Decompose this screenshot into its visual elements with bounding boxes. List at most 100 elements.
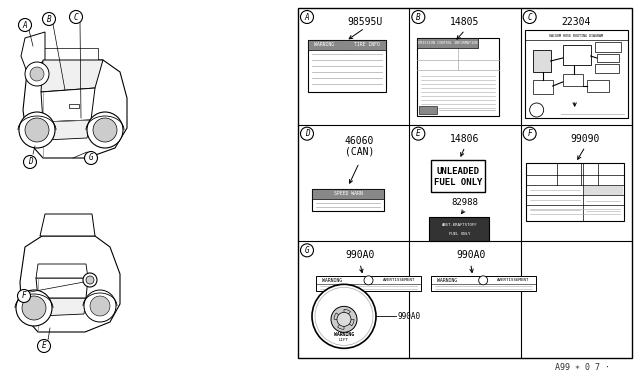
Circle shape [84, 290, 116, 322]
Bar [43, 48, 98, 70]
Circle shape [523, 10, 536, 23]
Text: C: C [527, 13, 532, 22]
Circle shape [30, 67, 44, 81]
Text: 46060: 46060 [344, 136, 374, 146]
Bar [532, 50, 550, 72]
Bar [596, 54, 619, 62]
Circle shape [16, 290, 52, 326]
Circle shape [70, 10, 83, 23]
Polygon shape [36, 264, 88, 278]
Text: D: D [305, 129, 309, 138]
Polygon shape [40, 214, 95, 236]
Circle shape [83, 273, 97, 287]
Text: EMISSION CONTROL INFORMATION: EMISSION CONTROL INFORMATION [418, 41, 477, 45]
Text: B: B [47, 15, 51, 23]
Bar [587, 80, 609, 92]
Bar [69, 104, 79, 108]
Bar [532, 80, 553, 94]
Polygon shape [20, 236, 120, 332]
Text: FUEL ONLY: FUEL ONLY [434, 178, 483, 187]
Text: C: C [74, 13, 78, 22]
Bar [595, 42, 621, 52]
Circle shape [412, 127, 425, 140]
Wedge shape [344, 319, 354, 326]
Bar [525, 163, 623, 221]
Polygon shape [41, 60, 103, 92]
Text: 99090: 99090 [570, 134, 600, 144]
Bar [312, 189, 384, 211]
Circle shape [312, 284, 376, 348]
Text: AVERTISSEMENT: AVERTISSEMENT [383, 278, 415, 282]
Circle shape [87, 112, 123, 148]
Circle shape [86, 276, 94, 284]
Text: VACUUM HOSE ROUTING DIAGRAM: VACUUM HOSE ROUTING DIAGRAM [549, 34, 603, 38]
Text: G: G [89, 154, 93, 163]
Circle shape [90, 296, 110, 316]
Wedge shape [337, 319, 344, 329]
Text: WARNING: WARNING [334, 332, 354, 337]
Text: AVERTISSEMENT: AVERTISSEMENT [497, 278, 530, 282]
Wedge shape [334, 313, 344, 319]
Text: D: D [28, 157, 32, 167]
Text: 22304: 22304 [562, 17, 591, 27]
Polygon shape [36, 278, 88, 298]
Circle shape [301, 244, 314, 257]
Circle shape [17, 289, 31, 302]
Circle shape [479, 276, 488, 285]
Bar [595, 64, 619, 73]
Circle shape [331, 306, 357, 332]
Text: WARNING: WARNING [322, 278, 342, 283]
Text: 990A0: 990A0 [398, 312, 421, 321]
Bar [312, 189, 384, 199]
Circle shape [523, 127, 536, 140]
Circle shape [337, 312, 351, 326]
Text: 98595U: 98595U [347, 17, 383, 27]
Bar [431, 276, 536, 291]
Text: UNLEADED: UNLEADED [437, 167, 480, 176]
Text: 14805: 14805 [451, 17, 480, 27]
Text: 14806: 14806 [451, 134, 480, 144]
Circle shape [24, 155, 36, 169]
Text: FUEL ONLY: FUEL ONLY [449, 232, 470, 236]
Text: LIFT: LIFT [339, 338, 349, 342]
Text: 82988: 82988 [452, 198, 479, 207]
Circle shape [25, 62, 49, 86]
Polygon shape [43, 120, 91, 140]
Text: SPEED WARN: SPEED WARN [333, 191, 362, 196]
Circle shape [301, 127, 314, 140]
Text: 990A0: 990A0 [346, 250, 374, 260]
Circle shape [364, 276, 373, 285]
Text: WARNING: WARNING [436, 278, 457, 283]
Circle shape [315, 287, 373, 345]
Circle shape [19, 112, 55, 148]
Circle shape [19, 19, 31, 32]
Circle shape [530, 103, 543, 117]
Bar [417, 38, 499, 116]
Circle shape [412, 10, 425, 23]
Circle shape [301, 10, 314, 23]
Wedge shape [344, 310, 351, 319]
Bar [584, 186, 623, 195]
Bar [417, 38, 478, 48]
Bar [431, 160, 485, 192]
Circle shape [38, 340, 51, 353]
Circle shape [22, 296, 46, 320]
Circle shape [42, 13, 56, 26]
Polygon shape [38, 298, 86, 316]
Bar [525, 30, 628, 118]
Text: A: A [305, 13, 309, 22]
Text: WARNING: WARNING [314, 42, 334, 48]
Bar [308, 40, 386, 50]
Text: E: E [416, 129, 420, 138]
Circle shape [93, 118, 117, 142]
Bar [308, 40, 386, 92]
Text: (CAN): (CAN) [344, 147, 374, 157]
Bar [419, 106, 437, 114]
Polygon shape [23, 60, 127, 158]
Bar [563, 45, 591, 65]
Text: F: F [22, 292, 26, 301]
Text: 990A0: 990A0 [456, 250, 485, 260]
Text: G: G [305, 246, 309, 255]
Bar [563, 74, 582, 86]
Text: A: A [22, 20, 28, 29]
